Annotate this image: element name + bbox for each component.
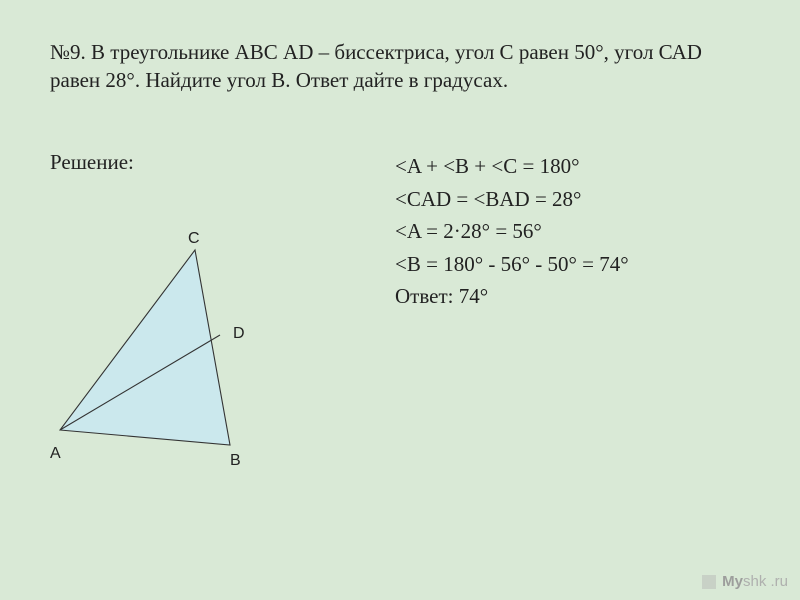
solution-line: <B = 180° - 56° - 50° = 74° [395, 248, 629, 281]
solution-line: Ответ: 74° [395, 280, 629, 313]
vertex-label-d: D [233, 325, 245, 343]
triangle-abc [60, 250, 230, 445]
vertex-label-c: C [188, 230, 200, 248]
solution-line: <A + <B + <C = 180° [395, 150, 629, 183]
vertex-label-b: B [230, 452, 241, 470]
watermark-icon [702, 575, 716, 589]
solution-line: <CAD = <BAD = 28° [395, 183, 629, 216]
watermark-shk: shk .ru [743, 573, 788, 590]
triangle-figure: A B C D [50, 230, 300, 480]
watermark: Myshk .ru [702, 573, 788, 590]
solution-steps: <A + <B + <C = 180° <CAD = <BAD = 28° <A… [395, 150, 629, 313]
solution-label: Решение: [50, 150, 134, 175]
problem-statement: №9. В треугольнике АВС АD – биссектриса,… [50, 38, 750, 95]
vertex-label-a: A [50, 445, 61, 463]
solution-line: <A = 2·28° = 56° [395, 215, 629, 248]
watermark-my: My [722, 573, 743, 590]
triangle-svg [50, 230, 300, 480]
